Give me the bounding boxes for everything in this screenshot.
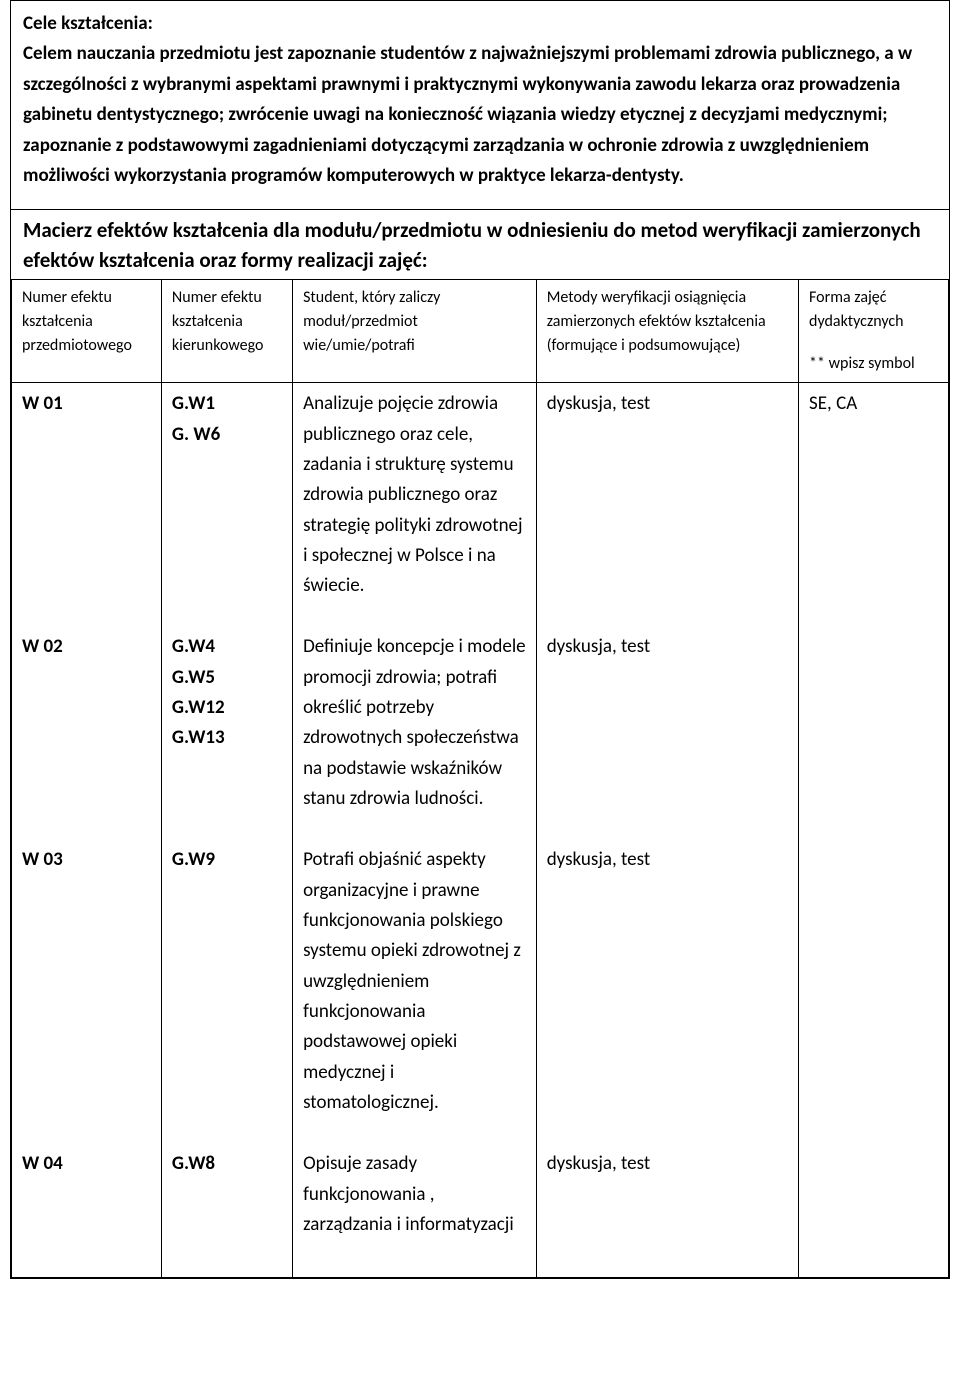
table-row-c3: Analizuje pojęcie zdrowia publicznego or… (303, 389, 526, 632)
table-row-c2: G.W1 G. W6 (172, 389, 282, 632)
matrix-title: Macierz efektów kształcenia dla modułu/p… (23, 216, 937, 275)
table-row-c5: SE, CA (809, 389, 938, 632)
table-row-c3: Opisuje zasady funkcjonowania , zarządza… (303, 1149, 526, 1271)
header-col2: Numer efektu kształcenia kierunkowego (161, 280, 292, 383)
table-row-c1: W 02 (22, 632, 151, 845)
header-col3: Student, który zaliczy moduł/przedmiot w… (293, 280, 537, 383)
table-row-c5 (809, 1149, 938, 1271)
document-table: Cele kształcenia: Celem nauczania przedm… (10, 0, 950, 1279)
matrix-body-row: W 01W 02W 03W 04 G.W1 G. W6G.W4 G.W5 G.W… (12, 383, 949, 1278)
header-col5-line2: ** wpisz symbol (809, 352, 938, 376)
table-row-c2: G.W8 (172, 1149, 282, 1271)
body-col1: W 01W 02W 03W 04 (12, 383, 162, 1278)
goals-title: Cele kształcenia: (23, 9, 937, 39)
matrix-title-cell: Macierz efektów kształcenia dla modułu/p… (11, 210, 950, 280)
table-row-c5 (809, 845, 938, 1149)
body-col5: SE, CA (799, 383, 949, 1278)
header-col5-line1: Forma zajęć dydaktycznych (809, 286, 938, 334)
table-row-c4: dyskusja, test (547, 845, 788, 1149)
table-row-c2: G.W4 G.W5 G.W12 G.W13 (172, 632, 282, 845)
table-row-c3: Definiuje koncepcje i modele promocji zd… (303, 632, 526, 845)
matrix-table: Numer efektu kształcenia przedmiotowego … (11, 280, 949, 1278)
matrix-body-cell: Numer efektu kształcenia przedmiotowego … (11, 280, 950, 1279)
table-row-c1: W 04 (22, 1149, 151, 1271)
table-row-c2: G.W9 (172, 845, 282, 1149)
header-col5: Forma zajęć dydaktycznych ** wpisz symbo… (799, 280, 949, 383)
table-row-c3: Potrafi objaśnić aspekty organizacyjne i… (303, 845, 526, 1149)
table-row-c4: dyskusja, test (547, 632, 788, 845)
table-row-c5 (809, 632, 938, 845)
table-row-c1: W 01 (22, 389, 151, 632)
table-row-c1: W 03 (22, 845, 151, 1149)
body-col3: Analizuje pojęcie zdrowia publicznego or… (293, 383, 537, 1278)
matrix-header-row: Numer efektu kształcenia przedmiotowego … (12, 280, 949, 383)
table-row-c4: dyskusja, test (547, 1149, 788, 1271)
header-col4: Metody weryfikacji osiągnięcia zamierzon… (536, 280, 798, 383)
table-row-c4: dyskusja, test (547, 389, 788, 632)
goals-body: Celem nauczania przedmiotu jest zapoznan… (23, 39, 937, 191)
body-col2: G.W1 G. W6G.W4 G.W5 G.W12 G.W13G.W9G.W8 (161, 383, 292, 1278)
header-col1: Numer efektu kształcenia przedmiotowego (12, 280, 162, 383)
body-col4: dyskusja, testdyskusja, testdyskusja, te… (536, 383, 798, 1278)
goals-cell: Cele kształcenia: Celem nauczania przedm… (11, 1, 950, 210)
page: Cele kształcenia: Celem nauczania przedm… (0, 0, 960, 1279)
